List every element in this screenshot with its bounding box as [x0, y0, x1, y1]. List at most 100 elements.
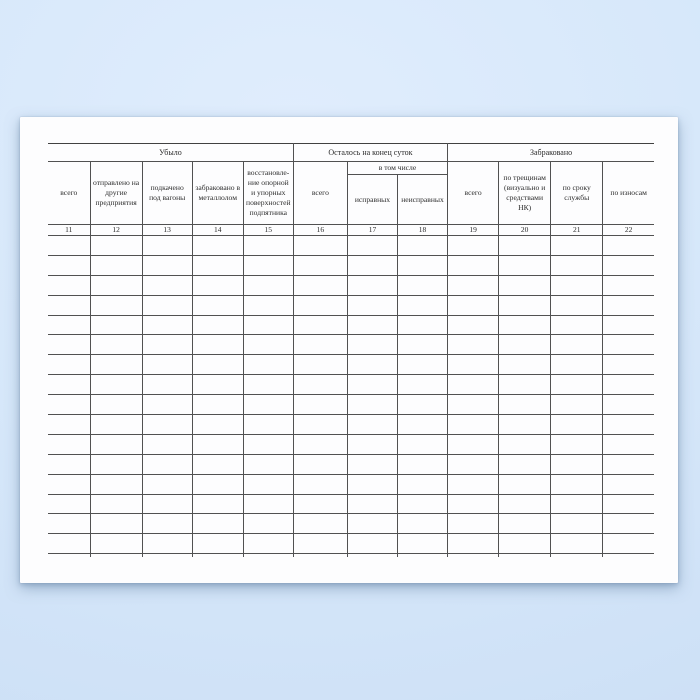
- empty-cell: [242, 354, 294, 376]
- empty-cell: [292, 374, 348, 396]
- empty-cell: [396, 394, 449, 416]
- empty-cell: [447, 274, 500, 296]
- group-header-ostalos: Осталось на конец суток: [292, 143, 449, 162]
- group-header-ubylo: Убыло: [48, 143, 294, 162]
- empty-cell: [89, 254, 143, 276]
- column-number-17: 17: [346, 224, 398, 236]
- table-row: [48, 513, 654, 535]
- column-header-18: неисправных: [396, 174, 448, 225]
- empty-cell: [292, 513, 348, 535]
- empty-cell: [550, 394, 604, 416]
- column-number-15: 15: [242, 224, 294, 236]
- line-overhang-cell: [550, 553, 604, 558]
- empty-cell: [242, 334, 294, 356]
- line-overhang-cell: [292, 553, 348, 558]
- empty-cell: [89, 533, 143, 555]
- empty-cell: [141, 274, 193, 296]
- empty-cell: [48, 235, 91, 256]
- empty-cell: [242, 274, 294, 296]
- empty-cell: [498, 354, 552, 376]
- empty-cell: [191, 354, 244, 376]
- empty-cell: [242, 493, 294, 515]
- empty-cell: [602, 433, 654, 455]
- empty-cell: [48, 374, 91, 396]
- column-number-21: 21: [550, 224, 604, 236]
- empty-cell: [292, 453, 348, 475]
- empty-cell: [292, 394, 348, 416]
- empty-cell: [141, 235, 193, 256]
- subgroup-header-v-tom-chisle: в том числе: [346, 161, 449, 175]
- empty-cell: [602, 394, 654, 416]
- column-header-19: всего: [447, 161, 500, 225]
- empty-cell: [602, 235, 654, 256]
- empty-cell: [89, 473, 143, 495]
- empty-cell: [89, 513, 143, 535]
- empty-cell: [396, 294, 449, 316]
- empty-cell: [498, 274, 552, 296]
- table-row: [48, 533, 654, 555]
- group-header-row: Убыло Осталось на конец суток Забракован…: [48, 143, 654, 162]
- empty-cell: [191, 314, 244, 336]
- empty-cell: [242, 374, 294, 396]
- empty-cell: [346, 274, 398, 296]
- empty-cell: [292, 274, 348, 296]
- journal-table: Убыло Осталось на конец суток Забракован…: [48, 143, 654, 558]
- empty-cell: [89, 374, 143, 396]
- empty-cell: [191, 493, 244, 515]
- empty-cell: [550, 294, 604, 316]
- empty-cell: [498, 374, 552, 396]
- empty-cell: [346, 254, 398, 276]
- column-number-13: 13: [141, 224, 193, 236]
- empty-cell: [602, 473, 654, 495]
- empty-cell: [242, 453, 294, 475]
- empty-cell: [396, 533, 449, 555]
- column-header-21: по сроку службы: [550, 161, 604, 225]
- empty-cell: [447, 235, 500, 256]
- empty-cell: [48, 314, 91, 336]
- column-header-17: исправных: [347, 174, 398, 225]
- empty-cell: [550, 433, 604, 455]
- empty-cell: [191, 334, 244, 356]
- empty-cell: [48, 453, 91, 475]
- column-number-11: 11: [48, 224, 91, 236]
- empty-cell: [141, 513, 193, 535]
- column-number-row: 11 12 13 14 15 16 17 18 19 20 21 22: [48, 224, 654, 236]
- empty-cell: [346, 334, 398, 356]
- empty-cell: [141, 254, 193, 276]
- empty-cell: [396, 513, 449, 535]
- empty-cell: [89, 314, 143, 336]
- empty-cell: [602, 453, 654, 475]
- empty-cell: [242, 235, 294, 256]
- empty-cell: [550, 334, 604, 356]
- empty-cell: [48, 513, 91, 535]
- empty-cell: [447, 314, 500, 336]
- empty-cell: [550, 493, 604, 515]
- empty-cell: [191, 433, 244, 455]
- empty-cell: [292, 334, 348, 356]
- empty-cell: [396, 374, 449, 396]
- table-row: [48, 314, 654, 336]
- empty-cell: [89, 453, 143, 475]
- empty-cell: [191, 473, 244, 495]
- empty-cell: [242, 513, 294, 535]
- empty-cell: [396, 453, 449, 475]
- empty-cell: [550, 453, 604, 475]
- empty-cell: [346, 354, 398, 376]
- table-row: [48, 453, 654, 475]
- empty-cell: [141, 374, 193, 396]
- empty-cell: [447, 374, 500, 396]
- empty-cell: [191, 453, 244, 475]
- empty-cell: [550, 314, 604, 336]
- empty-cell: [242, 254, 294, 276]
- line-overhang-cell: [141, 553, 193, 558]
- empty-cell: [447, 513, 500, 535]
- empty-cell: [141, 433, 193, 455]
- empty-cell: [242, 314, 294, 336]
- empty-cell: [447, 394, 500, 416]
- empty-cell: [602, 513, 654, 535]
- line-overhang-cell: [396, 553, 449, 558]
- empty-cell: [242, 414, 294, 435]
- empty-cell: [48, 473, 91, 495]
- empty-cell: [447, 473, 500, 495]
- empty-cell: [447, 493, 500, 515]
